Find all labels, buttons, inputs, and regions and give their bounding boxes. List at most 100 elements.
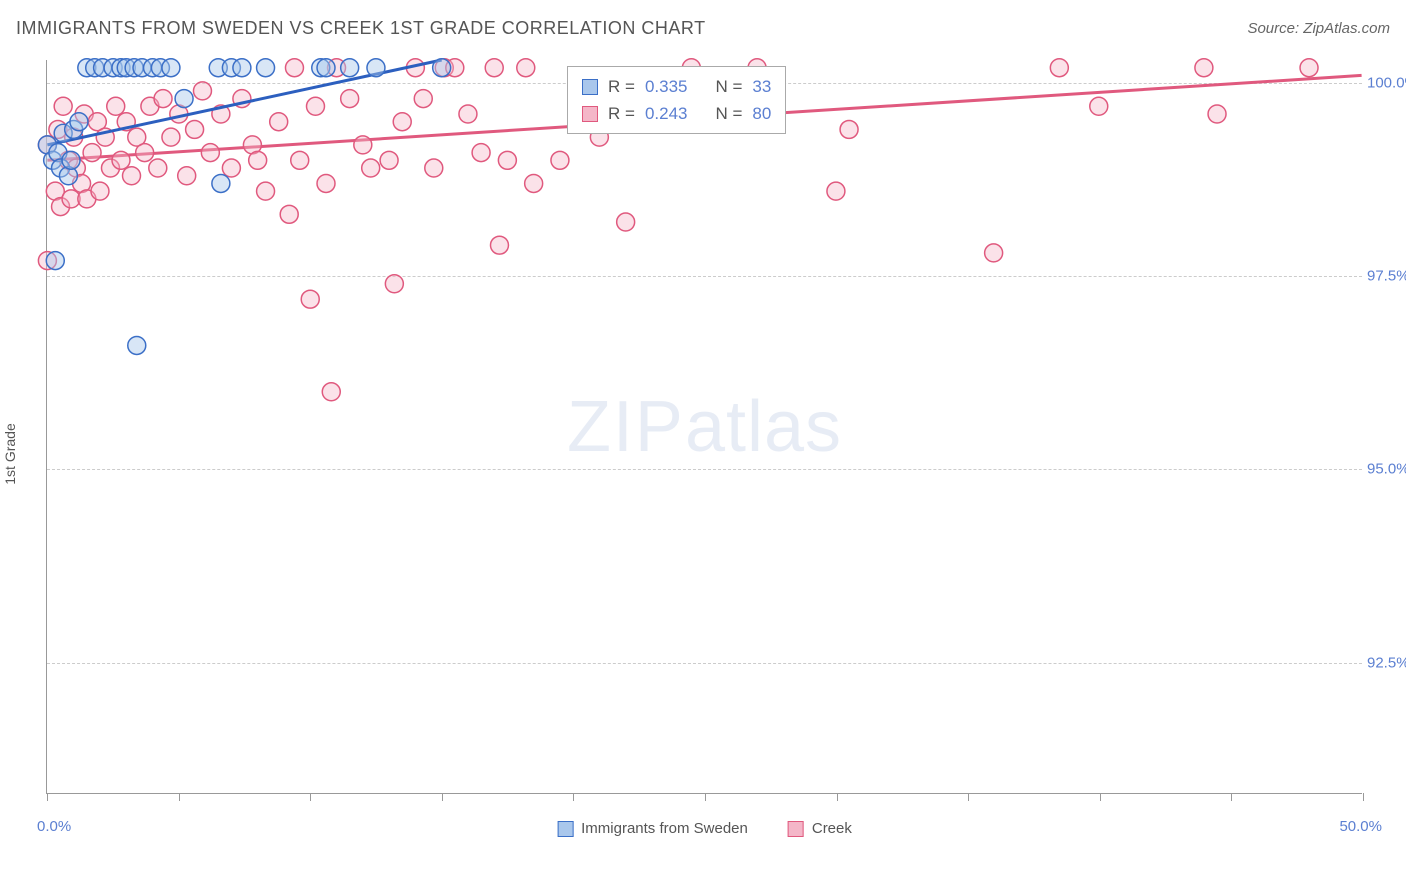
scatter-point-creek [498, 151, 516, 169]
title-bar: IMMIGRANTS FROM SWEDEN VS CREEK 1ST GRAD… [16, 18, 1390, 39]
y-tick-label: 95.0% [1367, 461, 1406, 478]
scatter-point-creek [193, 82, 211, 100]
scatter-point-creek [459, 105, 477, 123]
scatter-point-creek [827, 182, 845, 200]
scatter-point-creek [280, 205, 298, 223]
scatter-point-creek [354, 136, 372, 154]
x-tick [179, 793, 180, 801]
scatter-point-creek [285, 59, 303, 77]
scatter-point-creek [485, 59, 503, 77]
scatter-point-creek [154, 90, 172, 108]
scatter-point-creek [414, 90, 432, 108]
x-tick [837, 793, 838, 801]
scatter-point-creek [186, 120, 204, 138]
scatter-point-creek [393, 113, 411, 131]
scatter-point-creek [107, 97, 125, 115]
scatter-point-creek [525, 174, 543, 192]
legend-item-creek: Creek [788, 820, 852, 837]
legend-swatch-creek [788, 821, 804, 837]
scatter-point-sweden [212, 174, 230, 192]
scatter-point-creek [322, 383, 340, 401]
scatter-point-creek [317, 174, 335, 192]
scatter-point-sweden [233, 59, 251, 77]
plot-area: ZIPatlas R =0.335N =33R =0.243N =80 Immi… [46, 60, 1362, 794]
legend-label-sweden: Immigrants from Sweden [581, 820, 748, 837]
scatter-point-creek [149, 159, 167, 177]
scatter-point-creek [617, 213, 635, 231]
y-tick-label: 100.0% [1367, 75, 1406, 92]
scatter-point-creek [91, 182, 109, 200]
scatter-point-creek [472, 144, 490, 162]
stats-row-creek: R =0.243N =80 [582, 100, 771, 127]
scatter-point-sweden [162, 59, 180, 77]
scatter-point-creek [270, 113, 288, 131]
scatter-point-creek [341, 90, 359, 108]
stat-r-label: R = [608, 100, 635, 127]
scatter-point-creek [385, 275, 403, 293]
scatter-point-sweden [257, 59, 275, 77]
scatter-point-creek [1208, 105, 1226, 123]
scatter-point-creek [291, 151, 309, 169]
scatter-point-sweden [367, 59, 385, 77]
y-tick-label: 97.5% [1367, 268, 1406, 285]
stat-r-label: R = [608, 73, 635, 100]
source-label: Source: ZipAtlas.com [1247, 20, 1390, 37]
scatter-point-creek [301, 290, 319, 308]
scatter-point-creek [222, 159, 240, 177]
stats-row-sweden: R = 0.335 N = 33 [582, 73, 771, 100]
scatter-point-sweden [46, 252, 64, 270]
scatter-point-sweden [433, 59, 451, 77]
stat-r-value: 0.243 [645, 100, 688, 127]
scatter-point-creek [1090, 97, 1108, 115]
x-tick [573, 793, 574, 801]
scatter-point-creek [123, 167, 141, 185]
stats-swatch-sweden [582, 79, 598, 95]
scatter-point-creek [201, 144, 219, 162]
scatter-point-creek [1050, 59, 1068, 77]
correlation-stats-box: R =0.335N =33R =0.243N =80 [567, 66, 786, 134]
y-tick-label: 92.5% [1367, 654, 1406, 671]
x-tick [1231, 793, 1232, 801]
stat-n-value: 33 [752, 73, 771, 100]
y-axis-label: 1st Grade [2, 423, 18, 484]
stat-n-label: N = [715, 100, 742, 127]
scatter-point-creek [517, 59, 535, 77]
stat-n-label: N = [715, 73, 742, 100]
scatter-point-sweden [317, 59, 335, 77]
scatter-point-creek [257, 182, 275, 200]
stat-r-value: 0.335 [645, 73, 688, 100]
scatter-point-creek [551, 151, 569, 169]
legend-label-creek: Creek [812, 820, 852, 837]
scatter-point-creek [83, 144, 101, 162]
scatter-point-sweden [70, 113, 88, 131]
scatter-point-sweden [128, 336, 146, 354]
x-tick [705, 793, 706, 801]
x-tick [968, 793, 969, 801]
scatter-point-sweden [62, 151, 80, 169]
scatter-point-creek [362, 159, 380, 177]
scatter-point-creek [178, 167, 196, 185]
x-tick [310, 793, 311, 801]
chart-title: IMMIGRANTS FROM SWEDEN VS CREEK 1ST GRAD… [16, 18, 706, 39]
legend-item-sweden: Immigrants from Sweden [557, 820, 748, 837]
scatter-point-creek [425, 159, 443, 177]
stats-swatch-creek [582, 106, 598, 122]
chart-svg [47, 60, 1362, 793]
scatter-point-creek [380, 151, 398, 169]
scatter-point-creek [490, 236, 508, 254]
scatter-point-creek [54, 97, 72, 115]
x-tick [1100, 793, 1101, 801]
scatter-point-creek [162, 128, 180, 146]
x-tick [442, 793, 443, 801]
x-max-label: 50.0% [1339, 818, 1382, 835]
scatter-point-creek [1300, 59, 1318, 77]
x-tick [47, 793, 48, 801]
scatter-point-sweden [341, 59, 359, 77]
scatter-point-creek [249, 151, 267, 169]
x-tick [1363, 793, 1364, 801]
bottom-legend: Immigrants from Sweden Creek [557, 820, 852, 837]
scatter-point-creek [112, 151, 130, 169]
scatter-point-creek [136, 144, 154, 162]
x-min-label: 0.0% [37, 818, 71, 835]
scatter-point-sweden [175, 90, 193, 108]
